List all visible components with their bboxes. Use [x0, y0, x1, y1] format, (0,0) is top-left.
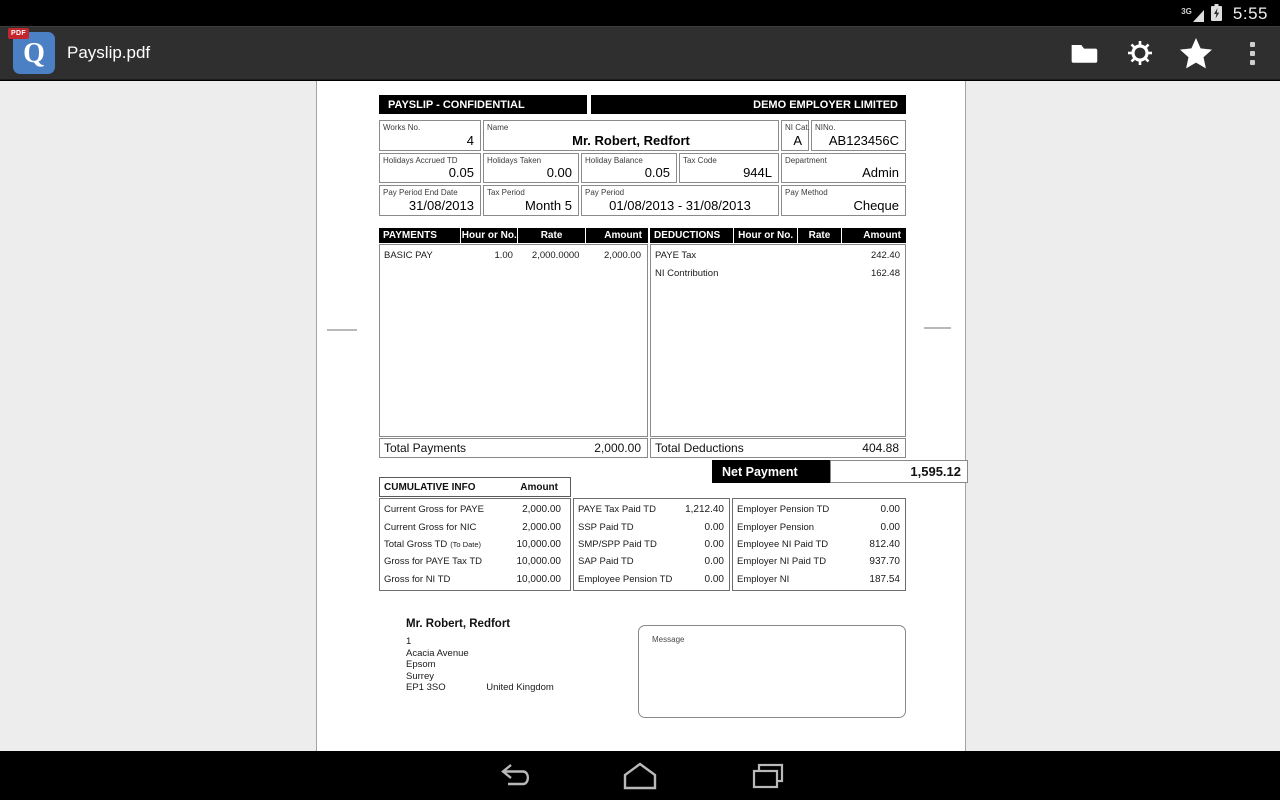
document-title: Payslip.pdf — [67, 43, 151, 62]
bookmark-button[interactable] — [1168, 26, 1224, 80]
net-payment-value-box: 1,595.12 — [830, 460, 968, 483]
status-time: 5:55 — [1232, 4, 1268, 23]
payments-body: BASIC PAY 1.00 2,000.0000 2,000.00 — [379, 244, 648, 437]
address-country: United Kingdom — [486, 682, 554, 693]
total-deductions-box: Total Deductions 404.88 — [650, 438, 906, 458]
field-holidays-taken: Holidays Taken 0.00 — [483, 153, 579, 183]
field-ni-cat: NI Cat. A — [781, 120, 810, 151]
cumulative-row: Current Gross for PAYE 2,000.00 — [384, 504, 561, 516]
message-box: Message — [638, 625, 906, 718]
employer-name: DEMO EMPLOYER LIMITED — [753, 98, 898, 111]
cumulative-row: PAYE Tax Paid TD 1,212.40 — [578, 504, 724, 516]
payslip-header-bars: PAYSLIP - CONFIDENTIAL DEMO EMPLOYER LIM… — [379, 95, 906, 114]
cumulative-row: Current Gross for NIC 2,000.00 — [384, 521, 561, 533]
net-payment-label-box: Net Payment — [712, 460, 830, 483]
field-pay-method: Pay Method Cheque — [781, 185, 906, 216]
gear-icon — [1128, 41, 1152, 65]
back-icon — [501, 763, 530, 785]
app-icon[interactable]: PDF Q — [8, 28, 55, 74]
app-bar: PDF Q Payslip.pdf — [0, 26, 1280, 80]
payslip-document: PAYSLIP - CONFIDENTIAL DEMO EMPLOYER LIM… — [379, 81, 968, 751]
cumulative-row: Employee Pension TD 0.00 — [578, 573, 724, 585]
network-type-label: 3G — [1181, 7, 1192, 16]
field-nino: NINo. AB123456C — [811, 120, 906, 151]
display-settings-button[interactable] — [1112, 26, 1168, 80]
cumulative-col-2: PAYE Tax Paid TD 1,212.40 SSP Paid TD 0.00… — [573, 498, 730, 591]
field-pay-period-end: Pay Period End Date 31/08/2013 — [379, 185, 481, 216]
pdf-badge: PDF — [8, 28, 29, 39]
page-edge-mark-left — [327, 329, 357, 331]
quickoffice-q-logo: Q — [23, 38, 45, 69]
pay-table-bodies: BASIC PAY 1.00 2,000.0000 2,000.00 PAYE … — [379, 244, 906, 437]
payslip-confidential-bar: PAYSLIP - CONFIDENTIAL — [379, 95, 587, 114]
home-button[interactable] — [576, 751, 704, 800]
totals-row: Total Payments 2,000.00 Total Deductions… — [379, 438, 906, 458]
payments-header: PAYMENTS Hour or No. Rate Amount — [379, 228, 648, 243]
cumulative-row: Gross for NI TD 10,000.00 — [384, 573, 561, 585]
field-pay-period: Pay Period 01/08/2013 - 31/08/2013 — [581, 185, 779, 216]
signal-triangle-icon — [1192, 10, 1204, 22]
employee-address-block: Mr. Robert, Redfort 1 Acacia Avenue Epso… — [406, 618, 554, 694]
total-payments-box: Total Payments 2,000.00 — [379, 438, 648, 458]
net-payment-row: Net Payment — [712, 460, 906, 483]
folder-icon — [1071, 45, 1098, 63]
navigation-bar — [0, 751, 1280, 800]
recent-apps-button[interactable] — [704, 751, 832, 800]
cumulative-row: SSP Paid TD 0.00 — [578, 521, 724, 533]
cumulative-info-body: Current Gross for PAYE 2,000.00 Current G… — [379, 498, 906, 591]
cumulative-row: Gross for PAYE Tax TD 10,000.00 — [384, 556, 561, 568]
cumulative-row: Employer NI 187.54 — [737, 573, 900, 585]
recents-icon — [752, 763, 784, 788]
field-holidays-accrued: Holidays Accrued TD 0.05 — [379, 153, 481, 183]
cumulative-row: Employer NI Paid TD 937.70 — [737, 556, 900, 568]
field-works-no: Works No. 4 — [379, 120, 481, 151]
employer-bar: DEMO EMPLOYER LIMITED — [591, 95, 906, 114]
star-icon — [1180, 38, 1212, 69]
payslip-title: PAYSLIP - CONFIDENTIAL — [388, 98, 525, 111]
employee-info-row-3: Pay Period End Date 31/08/2013 Tax Perio… — [379, 185, 906, 216]
status-bar: 3G 5:55 — [0, 0, 1280, 26]
battery-charging-icon — [1210, 4, 1222, 21]
cumulative-row: Total Gross TD (To Date) 10,000.00 — [384, 538, 561, 550]
page-edge-mark-right — [924, 327, 951, 329]
app-bar-actions — [1056, 26, 1280, 80]
deduction-row: NI Contribution 162.48 — [655, 268, 900, 279]
field-department: Department Admin — [781, 153, 906, 183]
home-icon — [623, 762, 657, 789]
address-line: 1 — [406, 636, 412, 647]
pdf-page[interactable]: PAYSLIP - CONFIDENTIAL DEMO EMPLOYER LIM… — [316, 81, 968, 751]
open-folder-button[interactable] — [1056, 26, 1112, 80]
deductions-body: PAYE Tax 242.40 NI Contribution 162.48 — [650, 244, 906, 437]
payment-row: BASIC PAY 1.00 2,000.0000 2,000.00 — [384, 250, 641, 261]
cumulative-row: SAP Paid TD 0.00 — [578, 556, 724, 568]
message-label: Message — [652, 635, 685, 644]
employee-info-row-2: Holidays Accrued TD 0.05 Holidays Taken … — [379, 153, 906, 183]
cumulative-row: Employer Pension TD 0.00 — [737, 504, 900, 516]
deduction-row: PAYE Tax 242.40 — [655, 250, 900, 261]
overflow-menu-button[interactable] — [1224, 26, 1280, 80]
cumulative-row: Employer Pension 0.00 — [737, 521, 900, 533]
address-line: Acacia Avenue — [406, 647, 469, 659]
cumulative-row: Employee NI Paid TD 812.40 — [737, 538, 900, 550]
address-name: Mr. Robert, Redfort — [406, 618, 511, 630]
overflow-icon — [1249, 41, 1255, 65]
cumulative-col-1: Current Gross for PAYE 2,000.00 Current G… — [379, 498, 571, 591]
pay-table-headers: PAYMENTS Hour or No. Rate Amount DEDUCTI… — [379, 228, 906, 243]
field-tax-period: Tax Period Month 5 — [483, 185, 579, 216]
back-button[interactable] — [448, 751, 576, 800]
cumulative-info-header: CUMULATIVE INFO Amount — [379, 477, 571, 497]
address-postcode: EP1 3SO — [406, 682, 446, 693]
employee-info-row-1: Works No. 4 Name Mr. Robert, Redfort NI … — [379, 120, 906, 151]
field-holiday-balance: Holiday Balance 0.05 — [581, 153, 677, 183]
address-line: Epsom — [406, 659, 436, 670]
field-name: Name Mr. Robert, Redfort — [483, 120, 779, 151]
cumulative-row: SMP/SPP Paid TD 0.00 — [578, 538, 724, 550]
address-line: Surrey — [406, 670, 434, 682]
signal-3g-icon: 3G — [1181, 7, 1204, 22]
field-tax-code: Tax Code 944L — [679, 153, 779, 183]
deductions-header: DEDUCTIONS Hour or No. Rate Amount — [650, 228, 906, 243]
pdf-viewport[interactable]: PAYSLIP - CONFIDENTIAL DEMO EMPLOYER LIM… — [0, 81, 1280, 751]
cumulative-col-3: Employer Pension TD 0.00 Employer Pension… — [732, 498, 906, 591]
